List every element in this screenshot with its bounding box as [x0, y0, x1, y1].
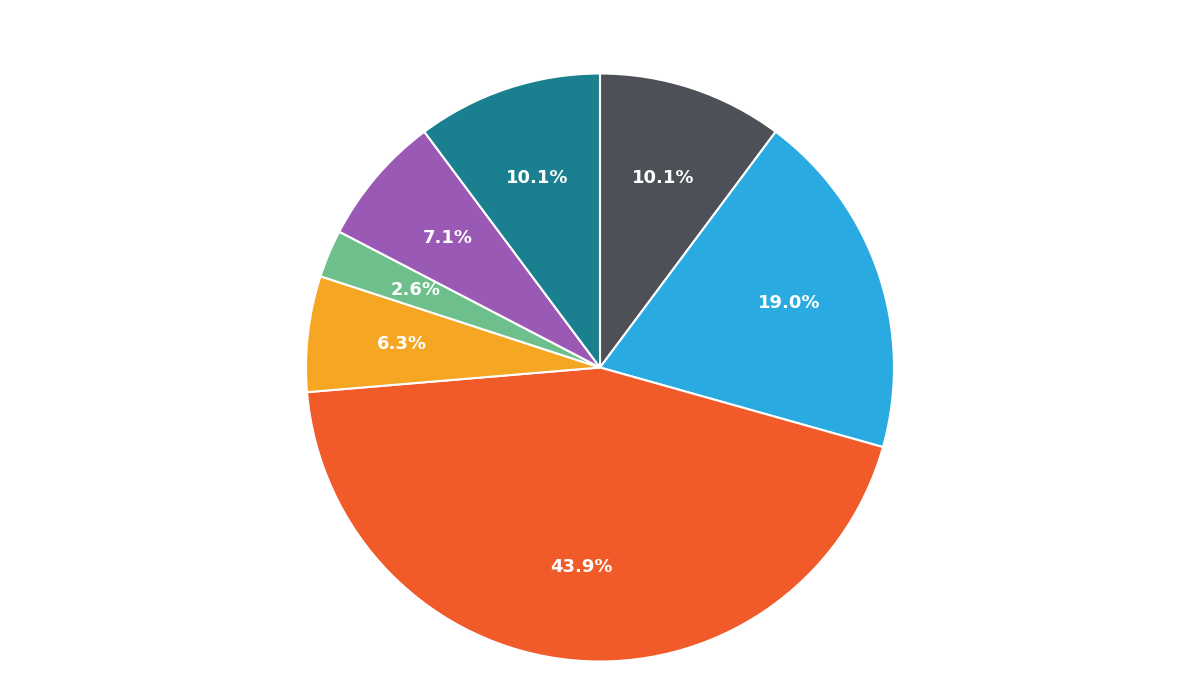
Wedge shape — [600, 132, 894, 447]
Text: 19.0%: 19.0% — [758, 294, 821, 312]
Wedge shape — [306, 276, 600, 392]
Text: 7.1%: 7.1% — [422, 229, 473, 247]
Wedge shape — [340, 132, 600, 368]
Wedge shape — [320, 232, 600, 368]
Text: 6.3%: 6.3% — [377, 335, 426, 354]
Text: 10.1%: 10.1% — [506, 169, 569, 187]
Text: 2.6%: 2.6% — [391, 281, 440, 299]
Text: 43.9%: 43.9% — [550, 557, 612, 575]
Text: 10.1%: 10.1% — [631, 169, 694, 187]
Wedge shape — [425, 74, 600, 368]
Wedge shape — [600, 74, 775, 368]
Wedge shape — [307, 368, 883, 662]
